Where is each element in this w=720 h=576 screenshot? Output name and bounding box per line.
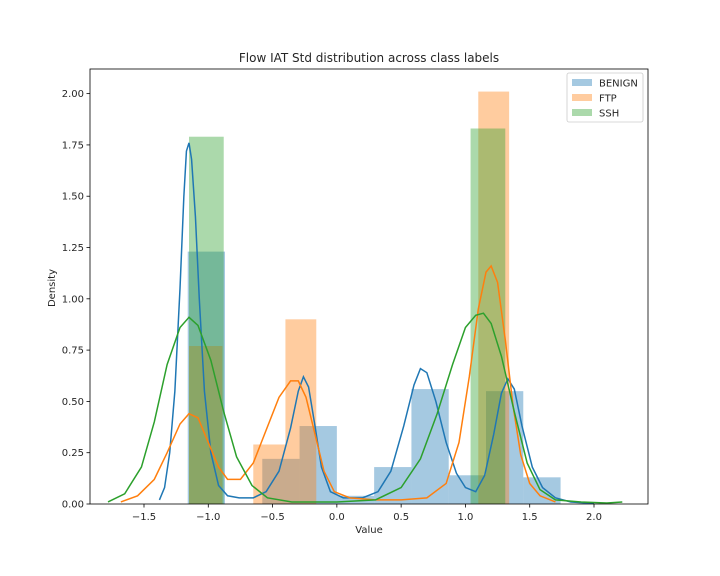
axes: −1.5 −1.0 −0.5 0.0 0.5 1.0 1.5 2.0 0.00 0.25 0.50 0…: [62, 68, 649, 523]
legend-swatch-benign: [572, 79, 592, 86]
y-tick-label: 0.00: [62, 500, 84, 511]
bar-benign-3: [336, 495, 375, 504]
x-tick-label: 0.5: [393, 512, 409, 523]
x-tick-label: 1.5: [522, 512, 538, 523]
y-tick-label: 1.00: [62, 294, 84, 305]
x-tick-label: 1.0: [457, 512, 473, 523]
legend-label-ssh: SSH: [599, 109, 619, 120]
bar-benign-0: [187, 251, 225, 504]
legend-label-benign: BENIGN: [599, 79, 638, 90]
legend-box: [566, 72, 644, 123]
y-tick-label: 0.75: [62, 346, 84, 357]
chart-title: Flow IAT Std distribution across class l…: [239, 51, 499, 65]
legend-swatch-ftp: [572, 94, 592, 101]
y-axis-label: Density: [47, 269, 58, 307]
kde-curves: [107, 142, 623, 505]
bar-benign-7: [486, 391, 524, 504]
x-tick-label: −1.5: [132, 512, 156, 523]
legend-swatch-ssh: [572, 109, 592, 116]
y-tick-label: 0.25: [62, 448, 84, 459]
kde-line-ssh: [107, 312, 623, 504]
y-tick-label: 2.00: [62, 89, 84, 100]
y-tick-label: 0.50: [62, 397, 84, 408]
legend-label-ftp: FTP: [599, 94, 617, 105]
y-tick-label: 1.25: [62, 243, 84, 254]
x-axis-label: Value: [355, 525, 382, 536]
y-tick-label: 1.75: [62, 140, 84, 151]
bar-ssh-1: [470, 128, 506, 505]
bar-benign-6: [448, 475, 486, 504]
bar-ftp-1: [253, 444, 286, 504]
bar-ftp-2: [285, 319, 317, 504]
x-tick-label: −0.5: [260, 512, 284, 523]
kde-line-ftp: [120, 264, 556, 503]
bar-benign-5: [411, 389, 449, 504]
plot-frame: [89, 68, 649, 505]
histogram-bars: [187, 91, 561, 505]
x-tick-label: 2.0: [586, 512, 602, 523]
x-tick-label: −1.0: [196, 512, 220, 523]
kde-line-benign: [158, 142, 595, 505]
x-tick-label: 0.0: [329, 512, 345, 523]
legend: BENIGN FTP SSH: [566, 72, 644, 123]
y-tick-label: 1.50: [62, 192, 84, 203]
